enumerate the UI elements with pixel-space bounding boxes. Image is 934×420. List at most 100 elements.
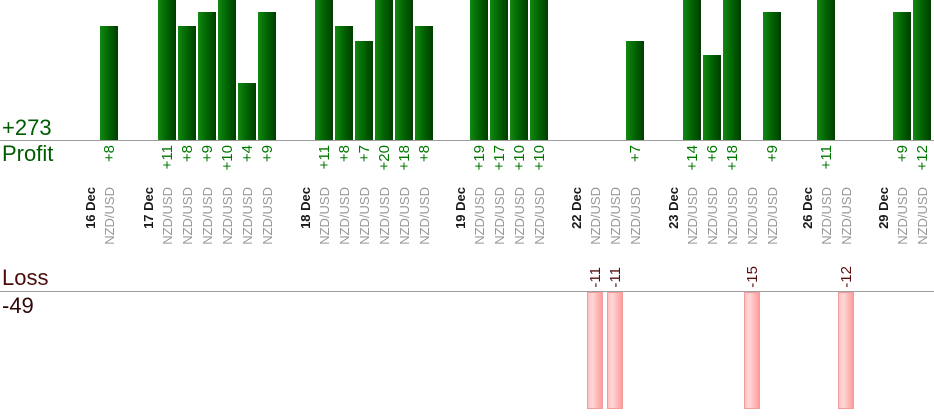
- profit-bar: [355, 41, 373, 140]
- loss-bar: [744, 292, 760, 409]
- profit-bar: [510, 0, 528, 140]
- symbol-label-text: NZD/USD: [219, 187, 235, 245]
- symbol-label-text: NZD/USD: [894, 187, 910, 245]
- date-label-text: 29 Dec: [875, 187, 891, 229]
- symbol-label: NZD/USD: [335, 187, 353, 245]
- bar-value-label-text: +18: [723, 145, 741, 171]
- bar-value-label: +4: [238, 145, 256, 162]
- profit-bar: [395, 0, 413, 140]
- symbol-label-text: NZD/USD: [491, 187, 507, 245]
- symbol-label-text: NZD/USD: [744, 187, 760, 245]
- symbol-label-text: NZD/USD: [396, 187, 412, 245]
- profit-bar: [100, 26, 118, 140]
- symbol-label-text: NZD/USD: [531, 187, 547, 245]
- profit-bar: [893, 12, 911, 140]
- bar-value-label: +9: [198, 145, 216, 162]
- loss-axis-label: Loss: [2, 265, 49, 290]
- date-label-text: 18 Dec: [297, 187, 313, 229]
- loss-value-label: -11: [606, 267, 624, 288]
- symbol-label: NZD/USD: [743, 187, 761, 245]
- symbol-label: NZD/USD: [606, 187, 624, 245]
- bar-value-label-text: +10: [530, 145, 548, 171]
- symbol-label: NZD/USD: [258, 187, 276, 245]
- symbol-label-text: NZD/USD: [239, 187, 255, 245]
- symbol-label: NZD/USD: [158, 187, 176, 245]
- symbol-label: NZD/USD: [218, 187, 236, 245]
- bar-value-label-text: +20: [375, 145, 393, 171]
- symbol-label: NZD/USD: [586, 187, 604, 245]
- bar-value-label: +10: [530, 145, 548, 170]
- profit-bar: [470, 0, 488, 140]
- profit-bar: [178, 26, 196, 140]
- bar-value-label-text: +18: [395, 145, 413, 171]
- symbol-label: NZD/USD: [703, 187, 721, 245]
- bar-value-label: +8: [335, 145, 353, 162]
- bar-value-label: +8: [100, 145, 118, 162]
- date-label: 17 Dec: [140, 187, 156, 229]
- symbol-label-text: NZD/USD: [684, 187, 700, 245]
- loss-value-label: -11: [586, 267, 604, 288]
- profit-bar: [375, 0, 393, 140]
- symbol-label: NZD/USD: [355, 187, 373, 245]
- profit-baseline: [0, 140, 934, 141]
- profit-bar: [723, 0, 741, 140]
- bar-value-label-text: +8: [415, 145, 433, 163]
- bar-value-label: +11: [315, 145, 333, 169]
- profit-bar: [198, 12, 216, 140]
- bar-value-label: +18: [723, 145, 741, 170]
- symbol-label-text: NZD/USD: [914, 187, 930, 245]
- bar-value-label-text: +14: [683, 145, 701, 171]
- bar-value-label-text: +11: [817, 145, 835, 170]
- loss-baseline: [0, 291, 934, 292]
- bar-value-label-text: +6: [703, 145, 721, 163]
- loss-value-label-text: -11: [606, 267, 624, 288]
- profit-bar: [315, 0, 333, 140]
- symbol-label-text: NZD/USD: [159, 187, 175, 245]
- loss-bar: [587, 292, 603, 409]
- symbol-label-text: NZD/USD: [704, 187, 720, 245]
- symbol-label: NZD/USD: [913, 187, 931, 245]
- profit-bar: [626, 41, 644, 140]
- symbol-label: NZD/USD: [683, 187, 701, 245]
- loss-value-label: -15: [743, 266, 761, 288]
- bar-value-label-text: +11: [158, 145, 176, 170]
- symbol-label: NZD/USD: [763, 187, 781, 245]
- bar-value-label: +8: [178, 145, 196, 162]
- symbol-label-text: NZD/USD: [101, 187, 117, 245]
- symbol-label: NZD/USD: [817, 187, 835, 245]
- bar-value-label: +10: [510, 145, 528, 170]
- date-label-text: 17 Dec: [140, 187, 156, 229]
- symbol-label-text: NZD/USD: [511, 187, 527, 245]
- loss-bar: [838, 292, 854, 409]
- symbol-label: NZD/USD: [375, 187, 393, 245]
- bar-value-label-text: +9: [763, 145, 781, 163]
- profit-bar: [703, 55, 721, 140]
- symbol-label: NZD/USD: [490, 187, 508, 245]
- symbol-label: NZD/USD: [626, 187, 644, 245]
- date-label: 18 Dec: [297, 187, 313, 229]
- bar-value-label: +9: [763, 145, 781, 162]
- date-label: 29 Dec: [875, 187, 891, 229]
- symbol-label-text: NZD/USD: [818, 187, 834, 245]
- symbol-label-text: NZD/USD: [471, 187, 487, 245]
- symbol-label-text: NZD/USD: [587, 187, 603, 245]
- symbol-label: NZD/USD: [893, 187, 911, 245]
- profit-bar: [530, 0, 548, 140]
- symbol-label-text: NZD/USD: [627, 187, 643, 245]
- bar-value-label: +9: [893, 145, 911, 162]
- date-label: 26 Dec: [799, 187, 815, 229]
- profit-total: +273: [2, 115, 52, 140]
- date-label-text: 16 Dec: [82, 187, 98, 229]
- bar-value-label-text: +7: [626, 145, 644, 163]
- bar-value-label: +12: [913, 145, 931, 170]
- profit-bar: [490, 0, 508, 140]
- symbol-label-text: NZD/USD: [199, 187, 215, 245]
- bar-value-label-text: +8: [335, 145, 353, 163]
- symbol-label: NZD/USD: [510, 187, 528, 245]
- profit-bar: [158, 0, 176, 140]
- symbol-label: NZD/USD: [100, 187, 118, 245]
- symbol-label: NZD/USD: [723, 187, 741, 245]
- symbol-label-text: NZD/USD: [356, 187, 372, 245]
- bar-value-label-text: +11: [315, 145, 333, 170]
- date-label-text: 26 Dec: [799, 187, 815, 229]
